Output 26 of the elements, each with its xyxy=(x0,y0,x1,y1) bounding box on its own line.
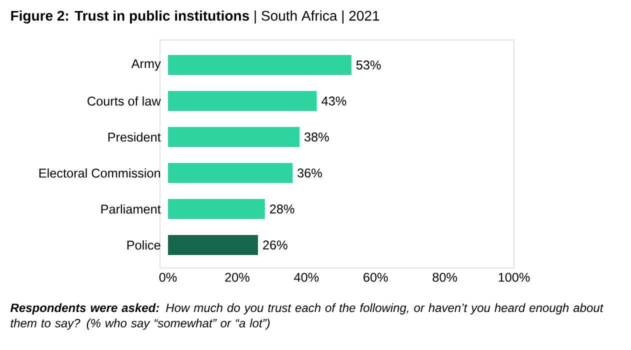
data-label: 36% xyxy=(298,168,322,178)
x-tick-label: 40% xyxy=(294,272,319,282)
data-label: 43% xyxy=(322,96,346,106)
y-tick-label: Parliament xyxy=(101,204,161,214)
x-tick-label: 0% xyxy=(159,272,177,282)
y-tick-label: Army xyxy=(131,59,161,71)
x-tick-label: 80% xyxy=(432,272,458,282)
y-tick-label: Courts of law xyxy=(88,96,161,106)
data-label: 26% xyxy=(263,240,288,250)
chart-title: Figure 2: Trust in public institutions | South Africa | 2021 xyxy=(11,10,380,24)
text: Respondents were asked: How much do you trust each of the following, or haven’t you heard enough about them to say? (% who say “somewhat” or “a lot”) xyxy=(10,303,604,330)
data-label: 38% xyxy=(304,132,329,142)
bar xyxy=(168,199,265,219)
bar xyxy=(168,91,317,112)
bar xyxy=(168,127,300,147)
x-tick-label: 100% xyxy=(498,272,530,282)
y-tick-label: Electoral Commission xyxy=(39,168,160,178)
y-tick-label: President xyxy=(108,132,161,142)
bar xyxy=(168,55,352,76)
data-label: 28% xyxy=(270,204,294,214)
y-tick-label: Police xyxy=(127,240,160,250)
x-tick-label: 20% xyxy=(225,272,250,282)
bar xyxy=(168,163,293,183)
bar xyxy=(168,234,258,255)
x-tick-label: 60% xyxy=(364,272,388,282)
data-label: 53% xyxy=(356,60,381,70)
